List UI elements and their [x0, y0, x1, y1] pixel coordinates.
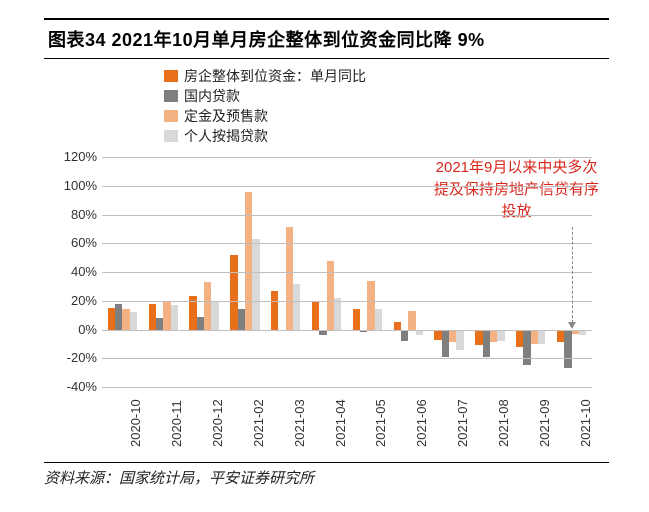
bar [312, 301, 319, 330]
legend-label: 个人按揭贷款 [184, 127, 268, 146]
y-tick-label: -40% [47, 379, 97, 394]
plot-region [102, 157, 592, 387]
x-tick-label: 2021-05 [373, 399, 388, 447]
bar [456, 330, 463, 350]
x-tick-label: 2020-12 [210, 399, 225, 447]
bar [245, 192, 252, 330]
bar [204, 282, 211, 329]
gridline [102, 157, 592, 158]
gridline [102, 215, 592, 216]
bar [293, 284, 300, 330]
bar [327, 261, 334, 330]
bar [211, 302, 218, 329]
bar [497, 330, 504, 342]
bar [394, 322, 401, 329]
legend-item: 定金及预售款 [164, 107, 366, 126]
bar [271, 291, 278, 330]
gridline [102, 243, 592, 244]
legend-swatch [164, 70, 178, 82]
x-tick-label: 2021-10 [578, 399, 593, 447]
bar [375, 309, 382, 329]
bar [538, 330, 545, 344]
bar [353, 309, 360, 329]
y-tick-label: 0% [47, 322, 97, 337]
chart-area: 房企整体到位资金：单月同比国内贷款定金及预售款个人按揭贷款 2021年9月以来中… [44, 67, 609, 437]
bar [252, 239, 259, 330]
bar [557, 330, 564, 343]
annotation-arrow-head [568, 322, 576, 329]
legend-item: 国内贷款 [164, 87, 366, 106]
bar [230, 255, 237, 330]
x-tick-label: 2020-10 [128, 399, 143, 447]
y-tick-label: -20% [47, 350, 97, 365]
bar [516, 330, 523, 347]
y-tick-label: 100% [47, 178, 97, 193]
legend: 房企整体到位资金：单月同比国内贷款定金及预售款个人按揭贷款 [164, 67, 366, 147]
gridline [102, 272, 592, 273]
bar [334, 298, 341, 330]
source-row: 资料来源：国家统计局，平安证券研究所 [44, 462, 609, 488]
bar [531, 330, 538, 344]
bar [442, 330, 449, 357]
legend-label: 定金及预售款 [184, 107, 268, 126]
x-tick-label: 2021-09 [537, 399, 552, 447]
source-text: 资料来源：国家统计局，平安证券研究所 [44, 470, 314, 487]
bar [490, 330, 497, 343]
y-tick-label: 40% [47, 264, 97, 279]
x-tick-label: 2021-03 [292, 399, 307, 447]
legend-swatch [164, 110, 178, 122]
bar [408, 311, 415, 330]
x-tick-label: 2021-07 [455, 399, 470, 447]
y-tick-label: 60% [47, 235, 97, 250]
gridline [102, 330, 592, 331]
bar [156, 318, 163, 330]
bar [434, 330, 441, 340]
x-tick-label: 2020-11 [169, 400, 184, 447]
bar [238, 309, 245, 329]
bar [130, 312, 137, 329]
legend-label: 房企整体到位资金：单月同比 [184, 67, 366, 86]
legend-swatch [164, 130, 178, 142]
gridline [102, 387, 592, 388]
annotation-arrow-line [572, 227, 573, 323]
legend-item: 房企整体到位资金：单月同比 [164, 67, 366, 86]
y-tick-label: 20% [47, 293, 97, 308]
gridline [102, 186, 592, 187]
bar [163, 302, 170, 329]
bar [523, 330, 530, 366]
x-tick-label: 2021-04 [333, 399, 348, 447]
x-tick-label: 2021-06 [414, 399, 429, 447]
gridline [102, 301, 592, 302]
bar [449, 330, 456, 343]
x-tick-label: 2021-02 [251, 399, 266, 447]
legend-label: 国内贷款 [184, 87, 240, 106]
bar [149, 304, 156, 330]
bar [483, 330, 490, 357]
title-row: 图表34 2021年10月单月房企整体到位资金同比降 9% [44, 18, 609, 59]
legend-item: 个人按揭贷款 [164, 127, 366, 146]
figure: 图表34 2021年10月单月房企整体到位资金同比降 9% 房企整体到位资金：单… [44, 18, 609, 437]
y-tick-label: 80% [47, 207, 97, 222]
bar [367, 281, 374, 330]
bar [122, 309, 129, 329]
bar [197, 317, 204, 330]
bar [475, 330, 482, 346]
bar [115, 304, 122, 330]
y-tick-label: 120% [47, 149, 97, 164]
bar [564, 330, 571, 369]
bar [401, 330, 408, 342]
bar [171, 305, 178, 329]
legend-swatch [164, 90, 178, 102]
x-axis-labels: 2020-10 2020-11 2020-12 2021-02 2021-03 2021-… [102, 395, 592, 455]
chart-title: 图表34 2021年10月单月房企整体到位资金同比降 9% [48, 26, 605, 52]
bar [108, 308, 115, 330]
x-tick-label: 2021-08 [496, 399, 511, 447]
gridline [102, 358, 592, 359]
